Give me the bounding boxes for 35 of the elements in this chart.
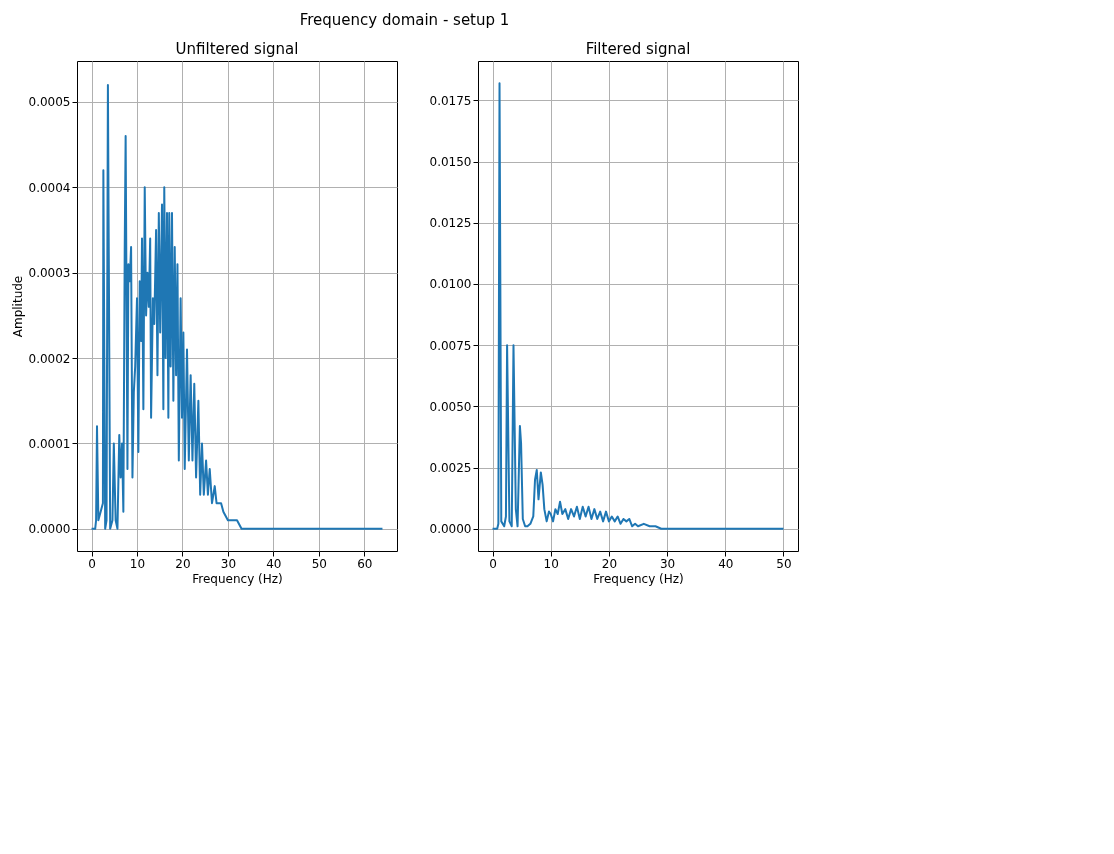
x-tick-label: 30 xyxy=(659,556,676,571)
y-tick-label: 0.0075 xyxy=(429,338,472,353)
y-tick-label: 0.0003 xyxy=(28,266,71,281)
x-tick-label: 0 xyxy=(489,556,497,571)
y-tick-label: 0.0001 xyxy=(28,436,71,451)
y-tick-label: 0.0005 xyxy=(28,95,71,110)
x-tick-label: 10 xyxy=(543,556,559,571)
x-tick-label: 60 xyxy=(357,556,373,571)
y-tick-label: 0.0025 xyxy=(429,461,472,476)
x-tick-label: 30 xyxy=(220,556,237,571)
x-tick-label: 10 xyxy=(129,556,146,571)
x-tick-label: 0 xyxy=(88,556,96,571)
y-tick-label: 0.0100 xyxy=(429,277,472,292)
y-tick-label: 0.0002 xyxy=(28,351,71,366)
chart-title: Frequency domain - setup 1 xyxy=(299,10,510,29)
y-axis-title: Amplitude xyxy=(10,275,25,338)
y-tick-label: 0.0050 xyxy=(429,399,472,414)
x-axis-title: Frequency (Hz) xyxy=(192,571,283,586)
x-tick-label: 40 xyxy=(718,556,734,571)
y-tick-label: 0.0000 xyxy=(28,522,71,537)
y-tick-label: 0.0175 xyxy=(429,93,472,108)
chart-subtitle: Filtered signal xyxy=(585,40,691,58)
x-tick-label: 20 xyxy=(601,556,618,571)
x-tick-label: 50 xyxy=(776,556,792,571)
x-tick-label: 40 xyxy=(266,556,282,571)
line-series xyxy=(491,82,785,530)
x-axis-title: Frequency (Hz) xyxy=(593,571,684,586)
y-tick-label: 0.0004 xyxy=(28,180,71,195)
x-tick-label: 50 xyxy=(311,556,327,571)
chart-subtitle: Unfiltered signal xyxy=(175,40,299,58)
line-series xyxy=(90,83,384,530)
y-tick-label: 0.0150 xyxy=(429,155,472,170)
y-tick-label: 0.0125 xyxy=(429,216,472,231)
x-tick-label: 20 xyxy=(175,556,191,571)
y-tick-label: 0.0000 xyxy=(429,522,472,537)
